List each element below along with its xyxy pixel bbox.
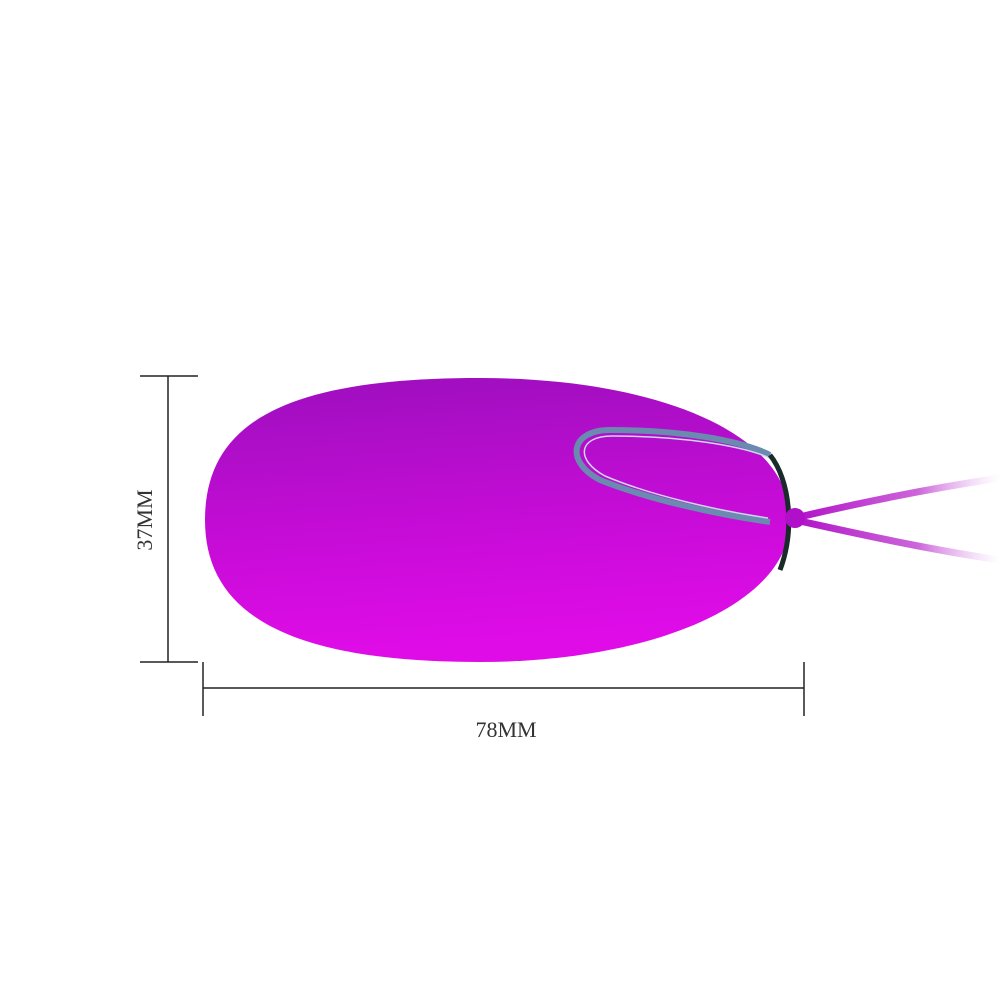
width-dimension: 78MM <box>202 662 805 742</box>
width-label: 78MM <box>475 717 536 742</box>
height-label: 37MM <box>132 489 157 550</box>
cord-icon <box>794 474 1000 564</box>
height-dimension: 37MM <box>132 375 198 663</box>
control-button-trim <box>573 426 805 571</box>
egg-body <box>205 378 790 662</box>
